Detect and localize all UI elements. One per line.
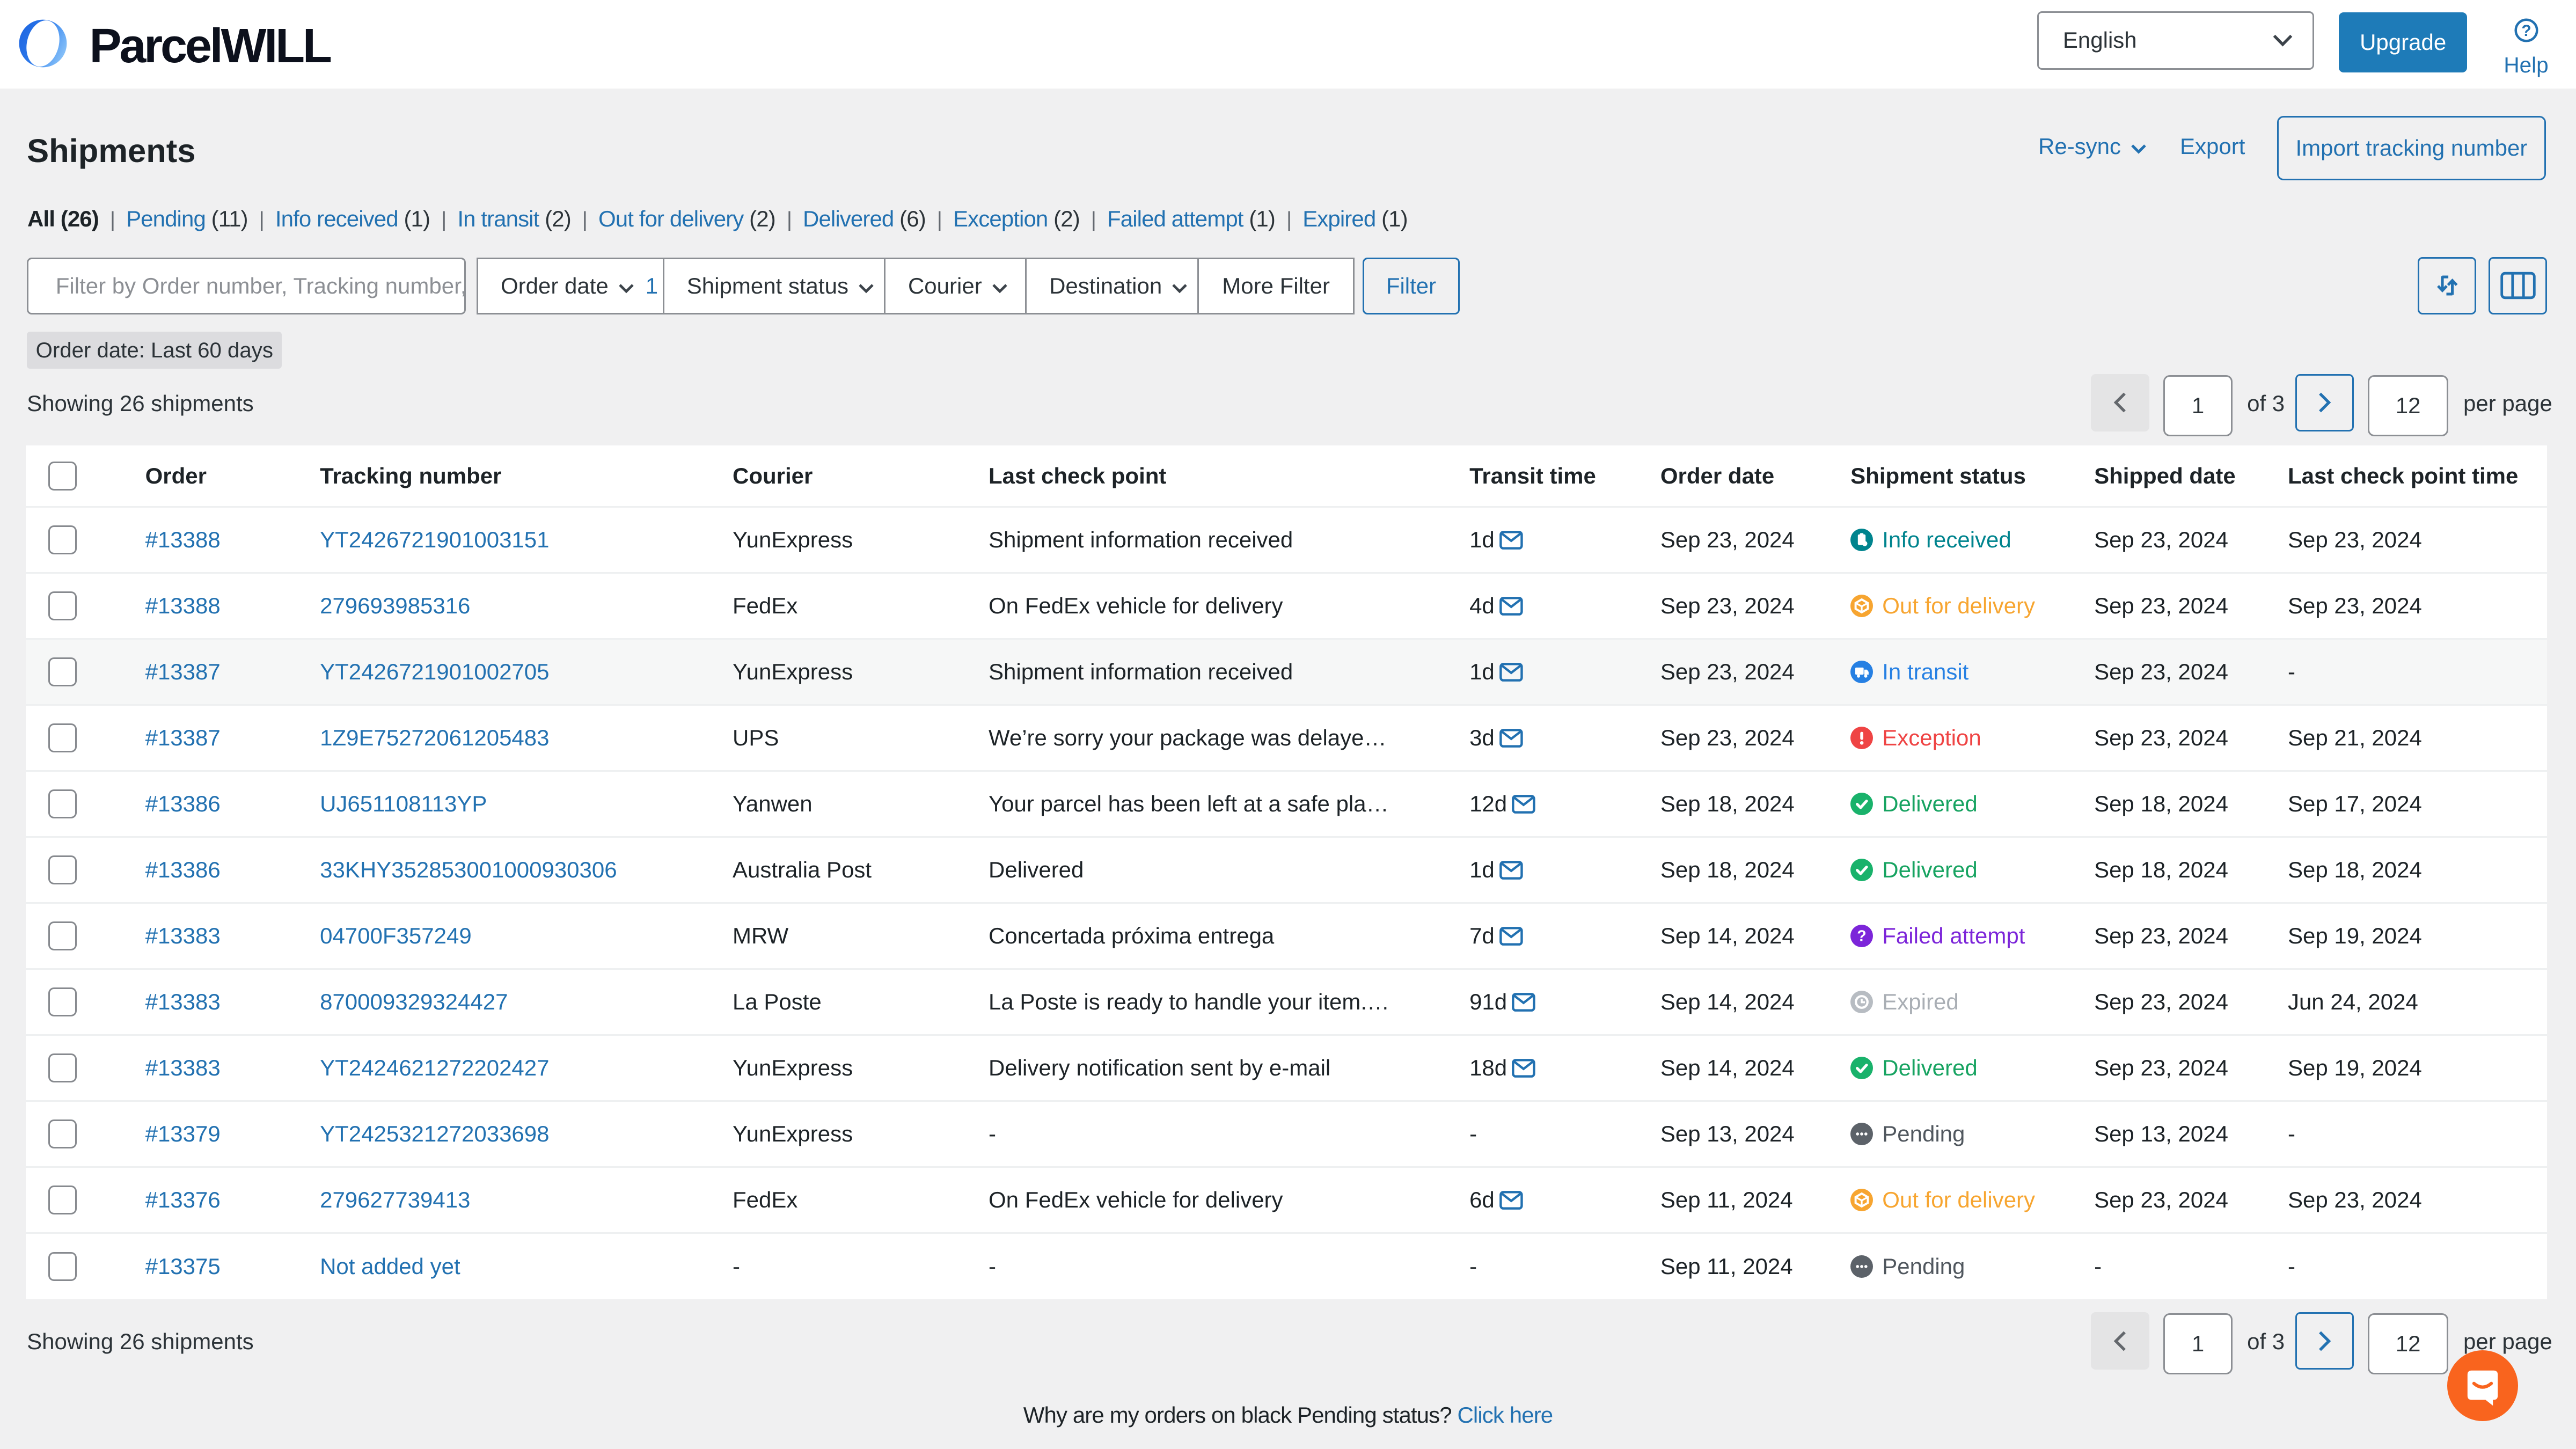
svg-text:?: ? [1857,928,1866,945]
svg-text:?: ? [2521,22,2531,40]
